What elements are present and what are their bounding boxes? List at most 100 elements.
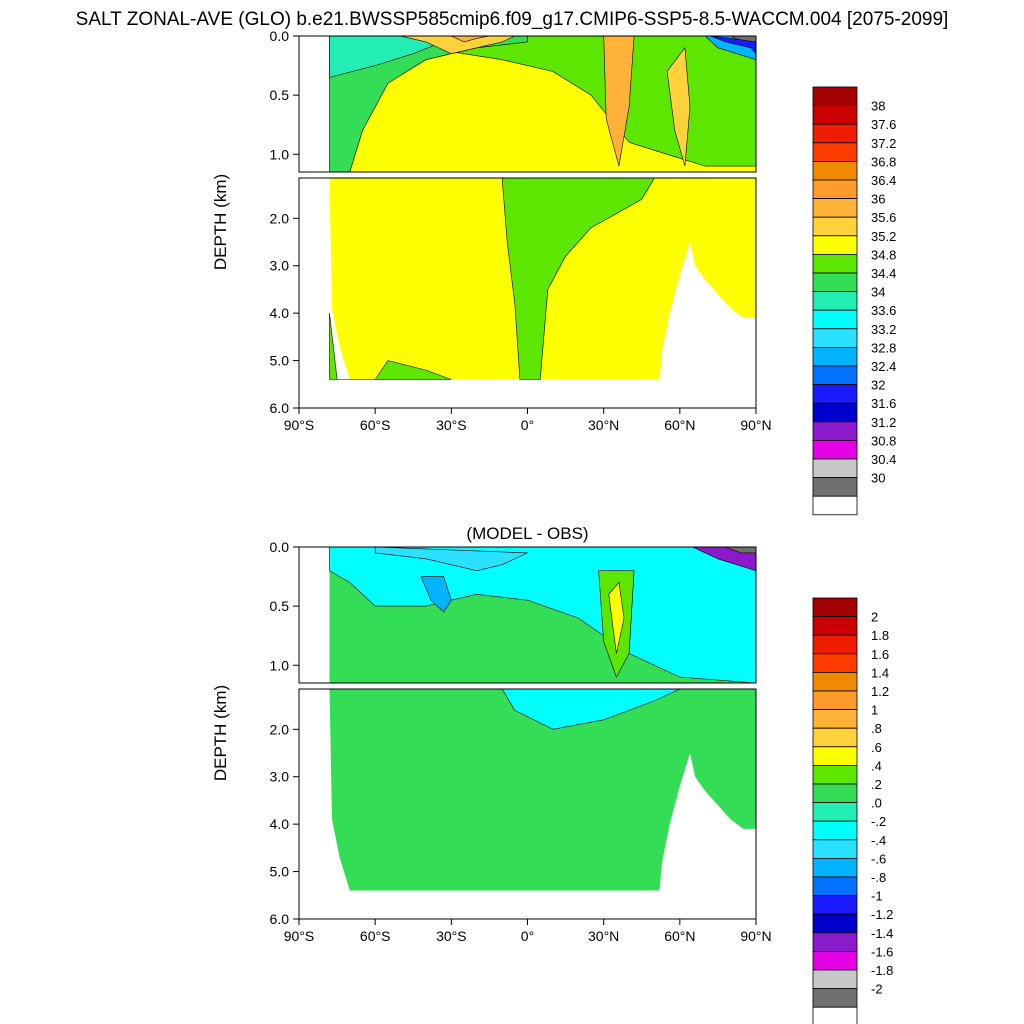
colorbar-swatch xyxy=(812,439,858,460)
colorbar-swatch xyxy=(812,235,858,255)
colorbar-swatch xyxy=(812,402,858,423)
y-tick-label: 3.0 xyxy=(270,769,290,785)
y-tick-label: 5.0 xyxy=(270,864,290,880)
colorbar-label: .2 xyxy=(871,777,882,792)
colorbar-swatch xyxy=(812,969,858,990)
colorbar-label: 30.4 xyxy=(871,452,896,467)
x-tick-label: 0° xyxy=(521,417,534,433)
colorbar-swatch xyxy=(812,253,858,274)
contour-region xyxy=(400,36,515,55)
colorbar-label: -1 xyxy=(871,889,883,904)
colorbar-swatch xyxy=(812,820,858,841)
contour-region xyxy=(329,36,528,172)
colorbar-label: 1.6 xyxy=(871,647,889,662)
colorbar-label: .6 xyxy=(871,740,882,755)
colorbar-swatch xyxy=(812,291,858,311)
colorbar-swatch xyxy=(812,746,858,766)
colorbar-label: 38 xyxy=(871,99,885,114)
x-tick-label: 30°N xyxy=(588,928,619,944)
colorbar-label: 32.8 xyxy=(871,340,896,355)
upper-frame xyxy=(298,35,757,173)
x-tick-label: 30°N xyxy=(588,417,619,433)
colorbar-label: 2 xyxy=(871,610,878,625)
ocean-lower xyxy=(329,689,756,891)
x-tick-label: 0° xyxy=(521,928,534,944)
contour-region xyxy=(451,36,490,43)
colorbar-swatch xyxy=(812,616,858,636)
upper-frame xyxy=(298,546,757,684)
colorbar-label: 36.4 xyxy=(871,173,896,188)
y-tick-label: 3.0 xyxy=(270,258,290,274)
y-tick-label: 1.0 xyxy=(270,657,290,673)
colorbar-swatch xyxy=(812,839,858,859)
y-tick-label: 4.0 xyxy=(270,816,290,832)
colorbar-swatch xyxy=(812,932,858,952)
x-tick-label: 90°N xyxy=(740,417,771,433)
y-tick-label: 2.0 xyxy=(270,210,290,226)
contour-region xyxy=(603,36,635,167)
contour-region xyxy=(420,576,452,613)
y-tick-label: 1.0 xyxy=(270,146,290,162)
y-tick-label: 5.0 xyxy=(270,353,290,369)
colorbar-swatch xyxy=(812,783,858,804)
y-tick-label: 0.5 xyxy=(270,87,290,103)
x-tick-label: 30°S xyxy=(436,928,467,944)
colorbar-label: 32 xyxy=(871,378,885,393)
contour-region xyxy=(329,36,452,78)
lower-field xyxy=(299,689,756,919)
colorbar-swatch xyxy=(812,876,858,897)
colorbar-swatch xyxy=(812,105,858,125)
colorbar-swatch xyxy=(812,160,858,181)
colorbar-label: -1.8 xyxy=(871,963,893,978)
page-title: SALT ZONAL-AVE (GLO) b.e21.BWSSP585cmip6… xyxy=(76,9,949,30)
colorbar-swatch xyxy=(812,216,858,237)
contour-region xyxy=(329,313,452,380)
colorbar-label: 30.8 xyxy=(871,433,896,448)
colorbar-label: 30 xyxy=(871,471,885,486)
contour-region xyxy=(608,581,625,654)
colorbar-label: -.8 xyxy=(871,870,886,885)
colorbar-swatch xyxy=(812,123,858,144)
colorbar-swatch xyxy=(812,690,858,711)
colorbar-label: 33.2 xyxy=(871,322,896,337)
x-tick-label: 60°N xyxy=(664,928,695,944)
x-tick-label: 90°S xyxy=(284,928,315,944)
colorbar-label: 33.6 xyxy=(871,303,896,318)
colorbar-label: 36 xyxy=(871,192,885,207)
y-axis-label: DEPTH (km) xyxy=(211,174,230,270)
colorbar-swatch xyxy=(812,634,858,655)
colorbar-swatch xyxy=(812,198,858,218)
x-tick-label: 60°S xyxy=(360,417,391,433)
y-axis-label: DEPTH (km) xyxy=(211,685,230,781)
colorbar-label: 35.6 xyxy=(871,210,896,225)
colorbar-swatch xyxy=(812,1006,858,1024)
salinity-chart: 0.0 0.5 1.0 2.0 3.0 4.0 5.0 6.090°S 60°S 30°S 0° 30… xyxy=(211,28,896,516)
colorbar-swatch xyxy=(812,495,858,516)
colorbar-label: -2 xyxy=(871,982,883,997)
difference-chart: 0.00.51.02.03.04.05.06.090°S 60°S 30°S 0° 30… xyxy=(211,524,893,1024)
colorbar-label: 34 xyxy=(871,285,885,300)
colorbar-swatch xyxy=(812,86,858,107)
x-tick-label: 60°N xyxy=(664,417,695,433)
colorbar-swatch xyxy=(812,895,858,915)
colorbar-swatch xyxy=(812,384,858,404)
x-tick-label: 90°S xyxy=(284,417,315,433)
lower-field xyxy=(299,178,756,408)
colorbar-swatch xyxy=(812,727,858,748)
colorbar-label: .0 xyxy=(871,796,882,811)
colorbar-label: 37.6 xyxy=(871,117,896,132)
contour-region xyxy=(374,547,528,572)
colorbar-label: 1 xyxy=(871,703,878,718)
colorbar-swatch xyxy=(812,365,858,386)
colorbar-label: 1.8 xyxy=(871,628,889,643)
colorbar-label: 31.2 xyxy=(871,415,896,430)
colorbar-label: .8 xyxy=(871,721,882,736)
colorbar-swatch xyxy=(812,672,858,692)
x-tick-label: 30°S xyxy=(436,417,467,433)
colorbar-label: 1.4 xyxy=(871,665,889,680)
contour-region xyxy=(501,178,655,380)
colorbar-swatch xyxy=(812,988,858,1008)
colorbar-label: -.2 xyxy=(871,814,886,829)
colorbar-swatch xyxy=(812,309,858,330)
